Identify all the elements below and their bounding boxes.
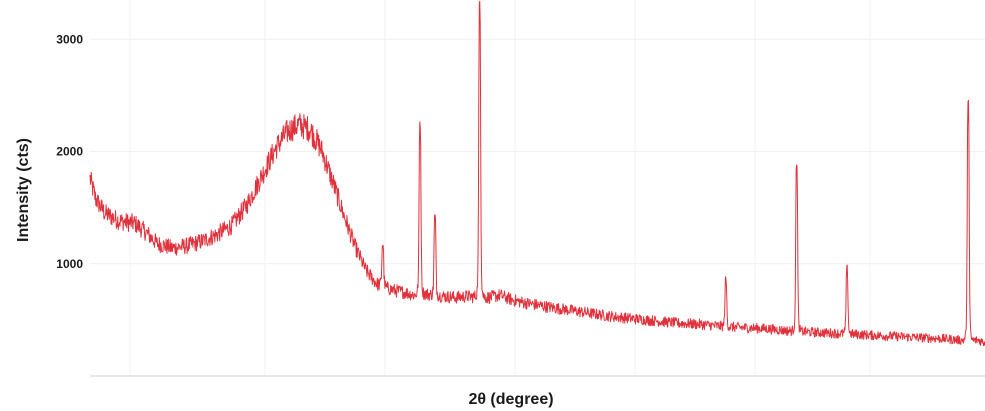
- y-axis-label: Intensity (cts): [15, 138, 32, 242]
- series-layer: [89, 0, 985, 347]
- y-ticks: 1000 2000 3000: [56, 32, 83, 270]
- y-tick-label: 3000: [56, 32, 83, 46]
- x-axis-label: 2θ (degree): [468, 391, 553, 408]
- y-tick-label: 1000: [56, 257, 83, 271]
- y-tick-label: 2000: [56, 145, 83, 159]
- series-line-0: [89, 0, 985, 347]
- grid: [90, 0, 985, 376]
